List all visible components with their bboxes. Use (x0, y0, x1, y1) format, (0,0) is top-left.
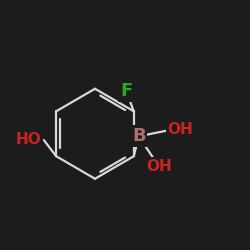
Text: B: B (132, 127, 145, 145)
Text: HO: HO (16, 132, 42, 148)
Text: OH: OH (146, 159, 172, 174)
Text: OH: OH (167, 122, 193, 138)
Text: F: F (120, 82, 132, 100)
